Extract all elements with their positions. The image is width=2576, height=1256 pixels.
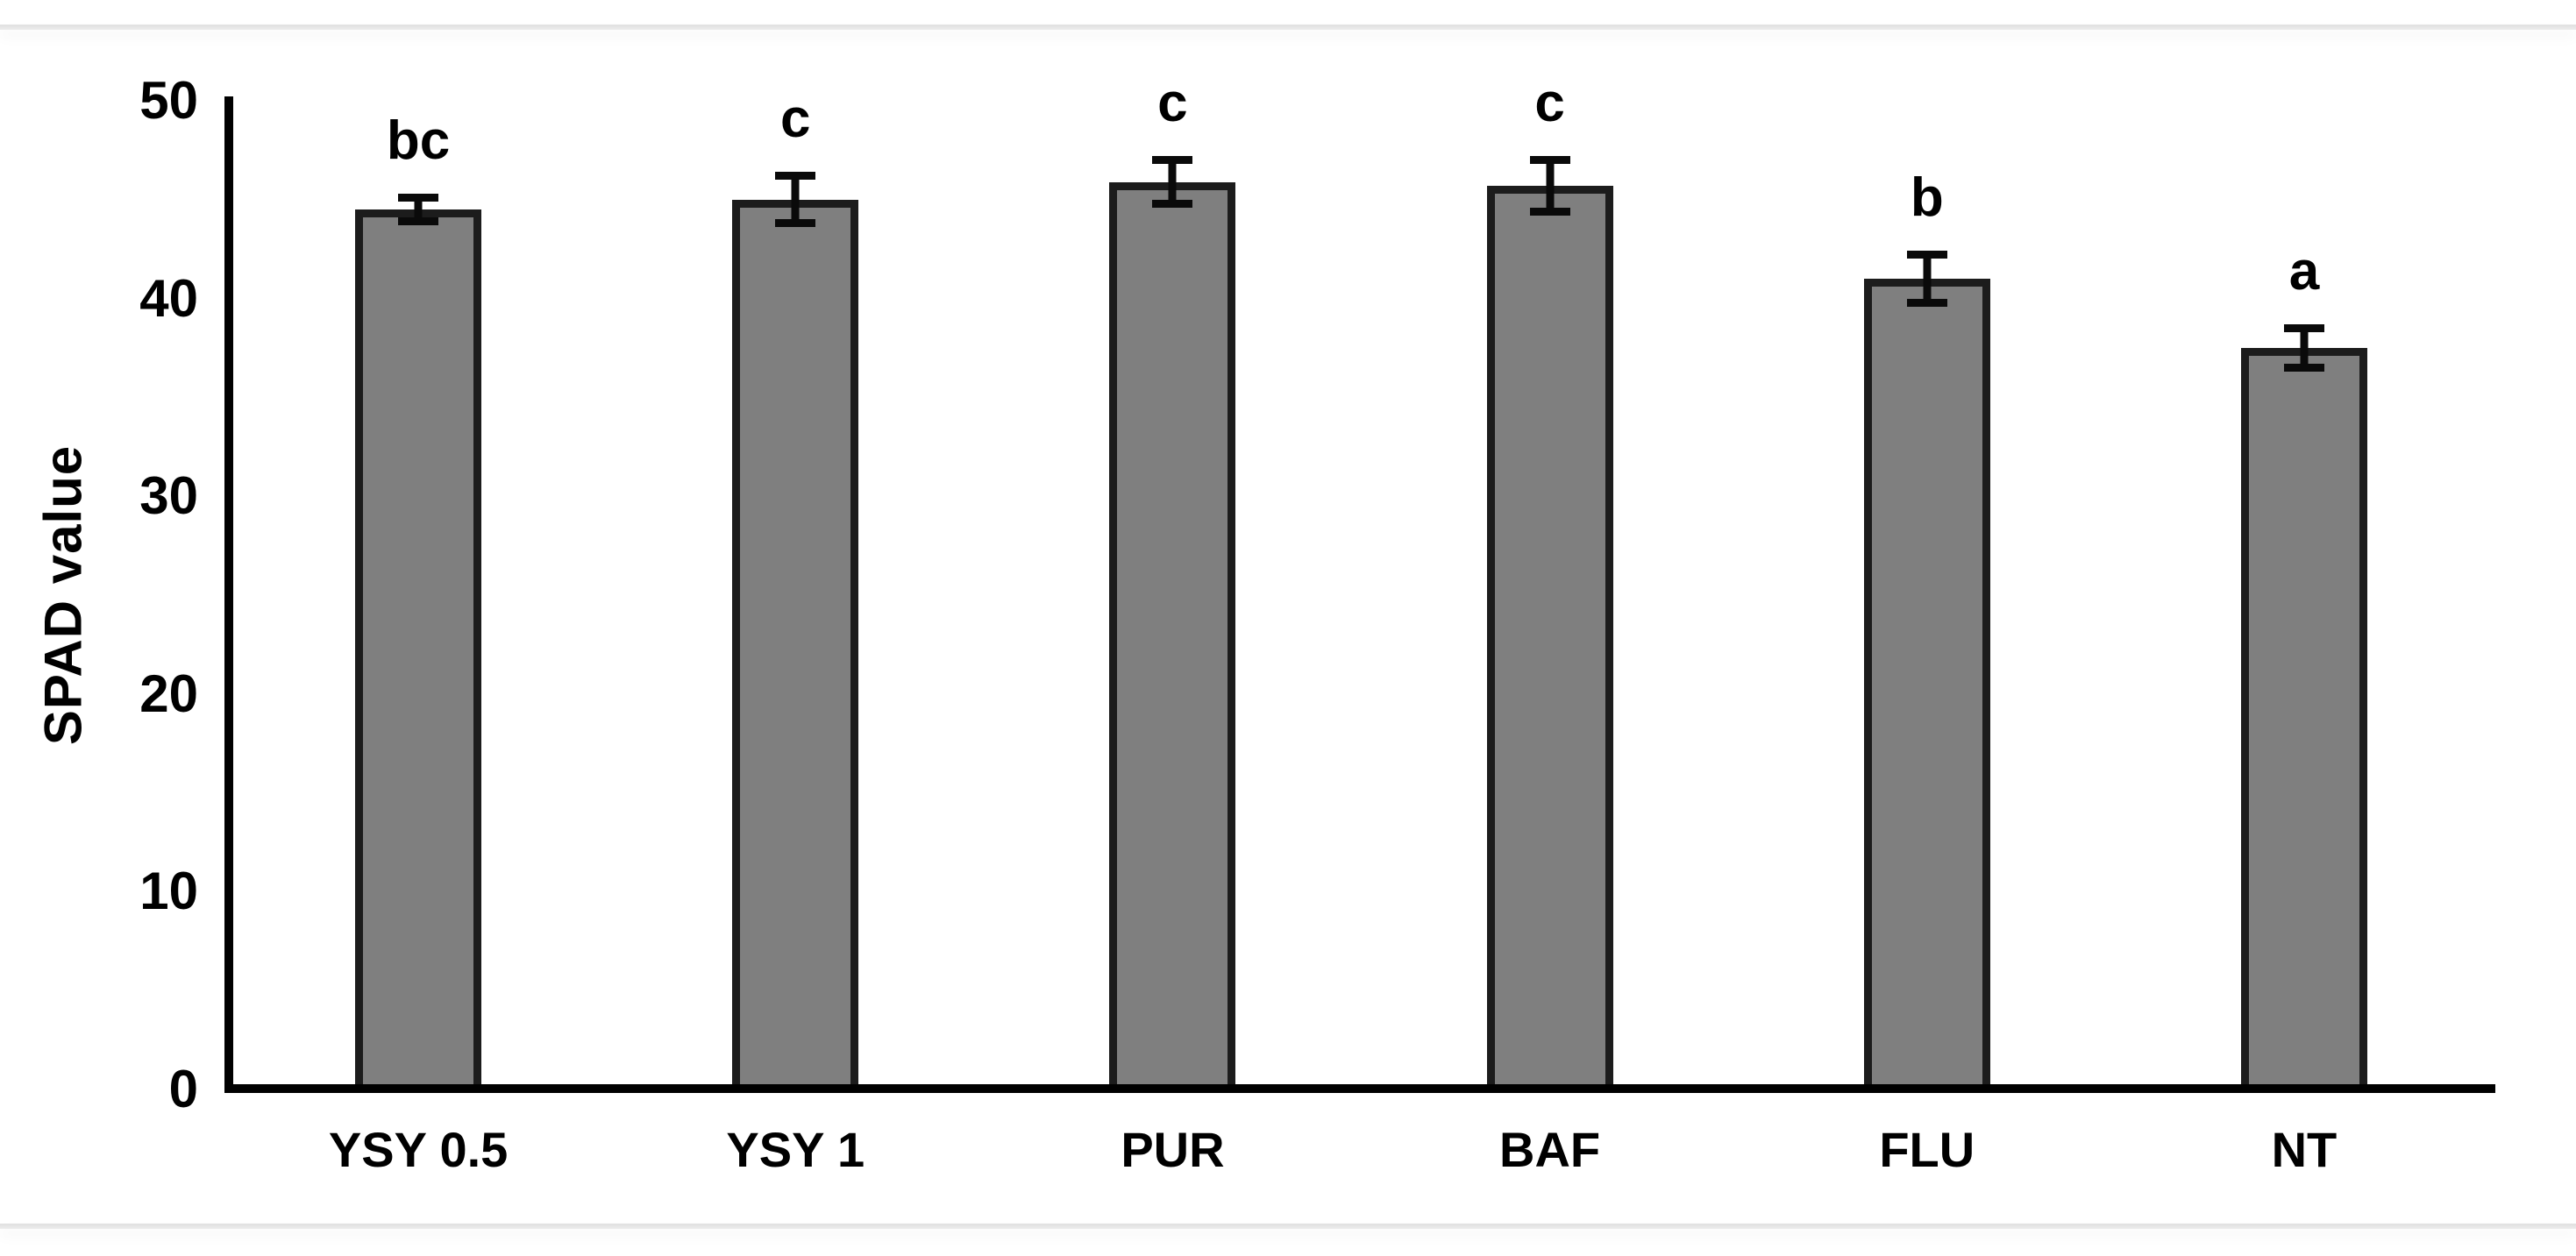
error-bar xyxy=(1152,156,1193,208)
error-bar xyxy=(398,194,439,226)
error-bar-stem xyxy=(414,194,423,226)
bar-column: c PUR xyxy=(984,0,1361,1177)
page-rule-bottom xyxy=(0,1224,2576,1229)
y-axis-tick-label: 10 xyxy=(139,862,198,921)
error-bar xyxy=(2283,323,2324,373)
x-axis-line xyxy=(224,1084,2495,1093)
bar-column: bc YSY 0.5 xyxy=(230,0,607,1177)
x-axis-label: BAF xyxy=(1499,1122,1601,1177)
error-bar-cap xyxy=(1529,207,1570,216)
error-bar-stem xyxy=(1546,156,1555,216)
bar-column: b FLU xyxy=(1739,0,2116,1177)
error-bar xyxy=(1529,156,1570,216)
x-axis-label: YSY 1 xyxy=(726,1122,865,1177)
page-rule-top xyxy=(0,25,2576,30)
error-bar-cap xyxy=(775,219,816,228)
error-bar xyxy=(775,172,816,228)
x-axis-label: FLU xyxy=(1879,1122,1975,1177)
error-bar-cap xyxy=(1906,298,1947,307)
x-axis-label: PUR xyxy=(1121,1122,1225,1177)
error-bar-cap xyxy=(1152,199,1193,208)
y-axis-tick-label: 40 xyxy=(139,268,198,328)
bar-column: a NT xyxy=(2116,0,2493,1177)
bar xyxy=(1109,181,1236,1089)
significance-letter: bc xyxy=(386,110,451,172)
bar xyxy=(1486,186,1613,1089)
significance-letter: c xyxy=(1157,73,1188,134)
x-axis-label: YSY 0.5 xyxy=(328,1122,509,1177)
error-bar xyxy=(1906,251,1947,307)
significance-letter: c xyxy=(1534,73,1565,134)
significance-letter: c xyxy=(780,89,811,150)
error-bar-stem xyxy=(791,172,800,228)
error-bar-cap xyxy=(2283,364,2324,373)
bar xyxy=(2240,348,2367,1089)
plot-area: bc YSY 0.5 c YSY 1 c PUR c BAF b FLU a NT xyxy=(230,0,2493,1177)
bar-column: c YSY 1 xyxy=(607,0,984,1177)
y-axis-tick-label: 20 xyxy=(139,663,198,723)
y-axis-tick-label: 0 xyxy=(168,1060,198,1118)
error-bar-cap xyxy=(398,217,439,226)
error-bar-stem xyxy=(2300,323,2309,373)
y-axis-tick-label: 30 xyxy=(139,466,198,526)
error-bar-stem xyxy=(1168,156,1177,208)
bar xyxy=(355,209,482,1089)
significance-letter: b xyxy=(1910,167,1944,229)
bar xyxy=(732,199,859,1089)
x-axis-label: NT xyxy=(2271,1122,2338,1177)
y-axis-tick-label: 50 xyxy=(139,71,198,130)
bar-column: c BAF xyxy=(1362,0,1739,1177)
bar xyxy=(1863,279,1990,1089)
error-bar-stem xyxy=(1923,251,1932,307)
y-axis-line xyxy=(224,96,233,1093)
significance-letter: a xyxy=(2288,240,2320,302)
